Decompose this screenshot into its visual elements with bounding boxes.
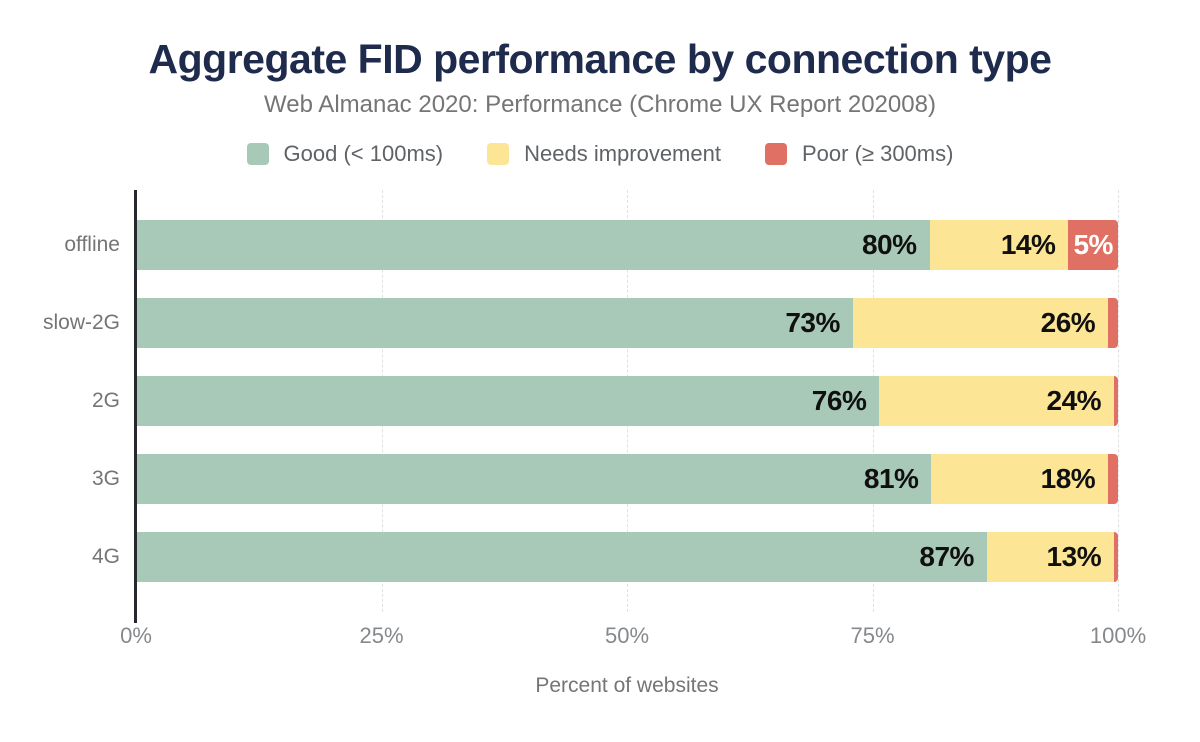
data-label: 24% xyxy=(1046,385,1102,416)
segment-3G-1: 18% xyxy=(931,454,1109,504)
segment-2G-2 xyxy=(1114,376,1118,426)
data-label: 87% xyxy=(919,541,974,572)
bar-row-2G: 76% 24% xyxy=(136,376,1118,426)
data-label: 18% xyxy=(1040,463,1096,494)
bar-row-4G: 87% 13% xyxy=(136,532,1118,582)
x-axis-ticks: 0% 25% 50% 75% 100% xyxy=(120,623,1146,653)
x-tick-100: 100% xyxy=(1089,623,1147,648)
data-label: 26% xyxy=(1040,307,1096,338)
segment-offline-1: 14% xyxy=(929,220,1069,270)
legend-label: Poor (≥ 300ms) xyxy=(801,141,954,166)
segment-4G-2 xyxy=(1114,532,1118,582)
segment-4G-1: 13% xyxy=(986,532,1115,582)
y-axis-label-3G: 3G xyxy=(91,467,120,490)
y-axis-label-2G: 2G xyxy=(91,389,120,412)
legend-item-2: Poor (≥ 300ms) xyxy=(764,141,954,167)
y-axis-label-slow-2G: slow-2G xyxy=(42,311,120,334)
data-label: 14% xyxy=(1000,229,1056,260)
plot-area: 80% 14% 5% 73% 26% 76% 24% 81% 18% 87% 13% offline… xyxy=(43,190,1146,648)
segment-slow-2G-1: 26% xyxy=(852,298,1109,348)
x-tick-0: 0% xyxy=(120,623,152,648)
chart-title: Aggregate FID performance by connection … xyxy=(148,36,1052,82)
data-label: 80% xyxy=(861,229,917,260)
y-axis-labels: offline slow-2G 2G 3G 4G xyxy=(0,220,120,582)
segment-slow-2G-2 xyxy=(1108,298,1118,348)
legend-label: Good (< 100ms) xyxy=(283,141,444,166)
legend-item-1: Needs improvement xyxy=(487,141,721,167)
bar-row-3G: 81% 18% xyxy=(136,454,1118,504)
chart-subtitle: Web Almanac 2020: Performance (Chrome UX… xyxy=(264,91,936,118)
bar-row-slow-2G: 73% 26% xyxy=(136,298,1118,348)
legend-item-0: Good (< 100ms) xyxy=(246,141,444,167)
legend-swatch-icon xyxy=(487,143,510,165)
segment-2G-1: 24% xyxy=(879,376,1115,426)
bar-series: 80% 14% 5% 73% 26% 76% 24% 81% 18% 87% 13% xyxy=(136,190,1118,617)
data-label: 13% xyxy=(1046,541,1102,572)
bar-row-offline: 80% 14% 5% xyxy=(136,220,1118,270)
y-axis-label-offline: offline xyxy=(64,233,120,256)
data-label: 73% xyxy=(785,307,840,338)
legend-label: Needs improvement xyxy=(524,141,721,166)
x-axis-title: Percent of websites xyxy=(535,674,719,697)
x-tick-25: 25% xyxy=(359,623,404,648)
legend-swatch-icon xyxy=(764,143,787,165)
legend-swatch-icon xyxy=(246,143,269,165)
data-label: 76% xyxy=(811,385,867,416)
x-tick-50: 50% xyxy=(604,623,650,648)
segment-4G-0: 87% xyxy=(136,532,987,582)
segment-3G-2 xyxy=(1108,454,1118,504)
y-axis-label-4G: 4G xyxy=(91,545,120,568)
segment-2G-0: 76% xyxy=(136,376,880,426)
data-label: 81% xyxy=(863,463,919,494)
data-label: 5% xyxy=(1073,229,1113,260)
gridline-100 xyxy=(1118,190,1119,612)
segment-slow-2G-0: 73% xyxy=(136,298,853,348)
segment-offline-2: 5% xyxy=(1068,220,1118,270)
segment-3G-0: 81% xyxy=(136,454,932,504)
legend: Good (< 100ms) Needs improvement Poor (≥ 3… xyxy=(0,141,1200,167)
x-tick-75: 75% xyxy=(850,623,895,648)
y-axis-line xyxy=(134,190,137,623)
segment-offline-0: 80% xyxy=(136,220,930,270)
